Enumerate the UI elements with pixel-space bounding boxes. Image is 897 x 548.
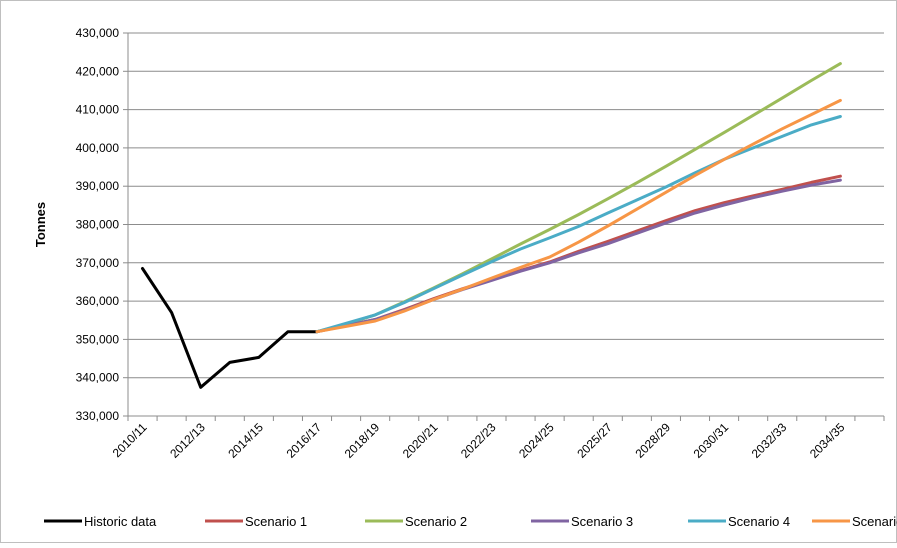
- y-tick-label: 410,000: [76, 103, 120, 117]
- y-tick-label: 350,000: [76, 332, 120, 346]
- y-tick-label: 380,000: [76, 218, 120, 232]
- y-tick-label: 400,000: [76, 141, 120, 155]
- y-tick-label: 420,000: [76, 64, 120, 78]
- series-line-scenario-4: [315, 115, 842, 334]
- series-layer: [141, 62, 842, 389]
- legend-label: Scenario 5: [852, 514, 897, 529]
- y-tick-label: 330,000: [76, 409, 120, 423]
- series-line-scenario-5: [315, 98, 842, 334]
- legend-label: Scenario 3: [571, 514, 633, 529]
- y-tick-label: 370,000: [76, 256, 120, 270]
- y-tick-label: 430,000: [76, 26, 120, 40]
- y-tick-label: 360,000: [76, 294, 120, 308]
- legend-label: Scenario 1: [245, 514, 307, 529]
- gridlines: [128, 32, 884, 417]
- y-tick-label: 340,000: [76, 371, 120, 385]
- series-line-historic: [141, 267, 319, 389]
- y-axis-title: Tonnes: [33, 202, 48, 247]
- legend-label: Scenario 4: [728, 514, 790, 529]
- legend: Historic data Scenario 1 Scenario 2 Scenari…: [44, 514, 897, 529]
- y-tick-label: 390,000: [76, 179, 120, 193]
- legend-label: Historic data: [84, 514, 157, 529]
- legend-label: Scenario 2: [405, 514, 467, 529]
- y-axis: 330,000 340,000 350,000 360,000 370,000 380,0…: [76, 26, 129, 423]
